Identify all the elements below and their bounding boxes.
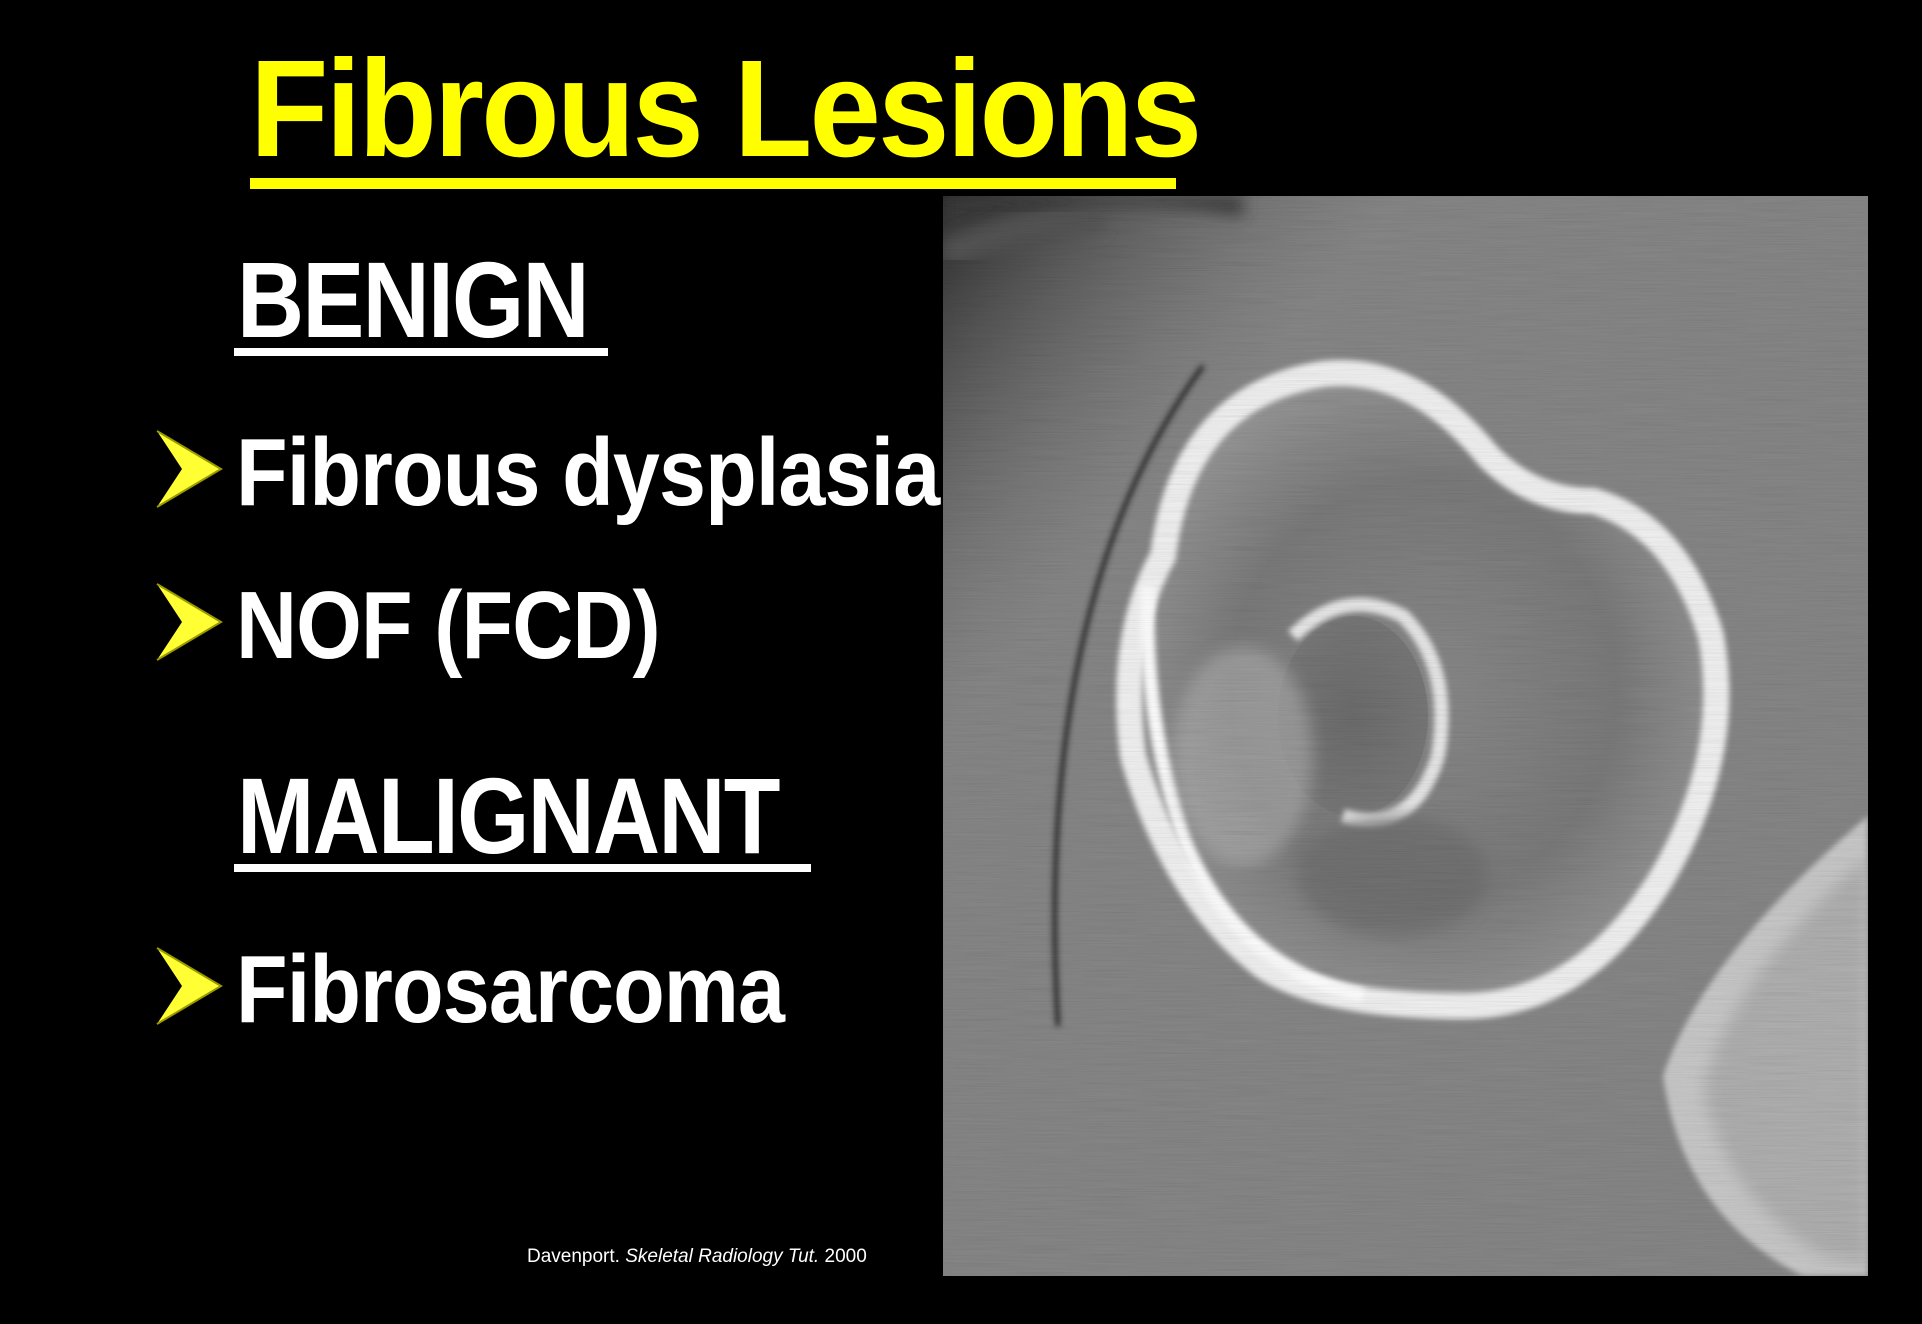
citation-year: 2000 [824, 1246, 867, 1267]
citation-source: Skeletal Radiology Tut. [625, 1246, 820, 1267]
bullet-text: NOF (FCD) [236, 572, 661, 679]
bullet-arrow-icon [156, 583, 223, 661]
citation: Davenport. Skeletal Radiology Tut. 2000 [527, 1246, 867, 1268]
title-underline [250, 178, 1176, 189]
benign-heading-underline [234, 348, 608, 356]
bullet-text: Fibrous dysplasia [236, 419, 940, 526]
benign-heading: BENIGN [237, 239, 590, 360]
bullet-arrow-icon [156, 947, 223, 1025]
bullet-arrow-icon [156, 430, 223, 508]
slide-title: Fibrous Lesions [250, 32, 1202, 186]
citation-author: Davenport. [527, 1246, 620, 1267]
malignant-heading-underline [234, 864, 811, 872]
bullet-text: Fibrosarcoma [236, 936, 785, 1043]
malignant-heading: MALIGNANT [237, 755, 780, 876]
ct-scan-image [943, 196, 1868, 1276]
